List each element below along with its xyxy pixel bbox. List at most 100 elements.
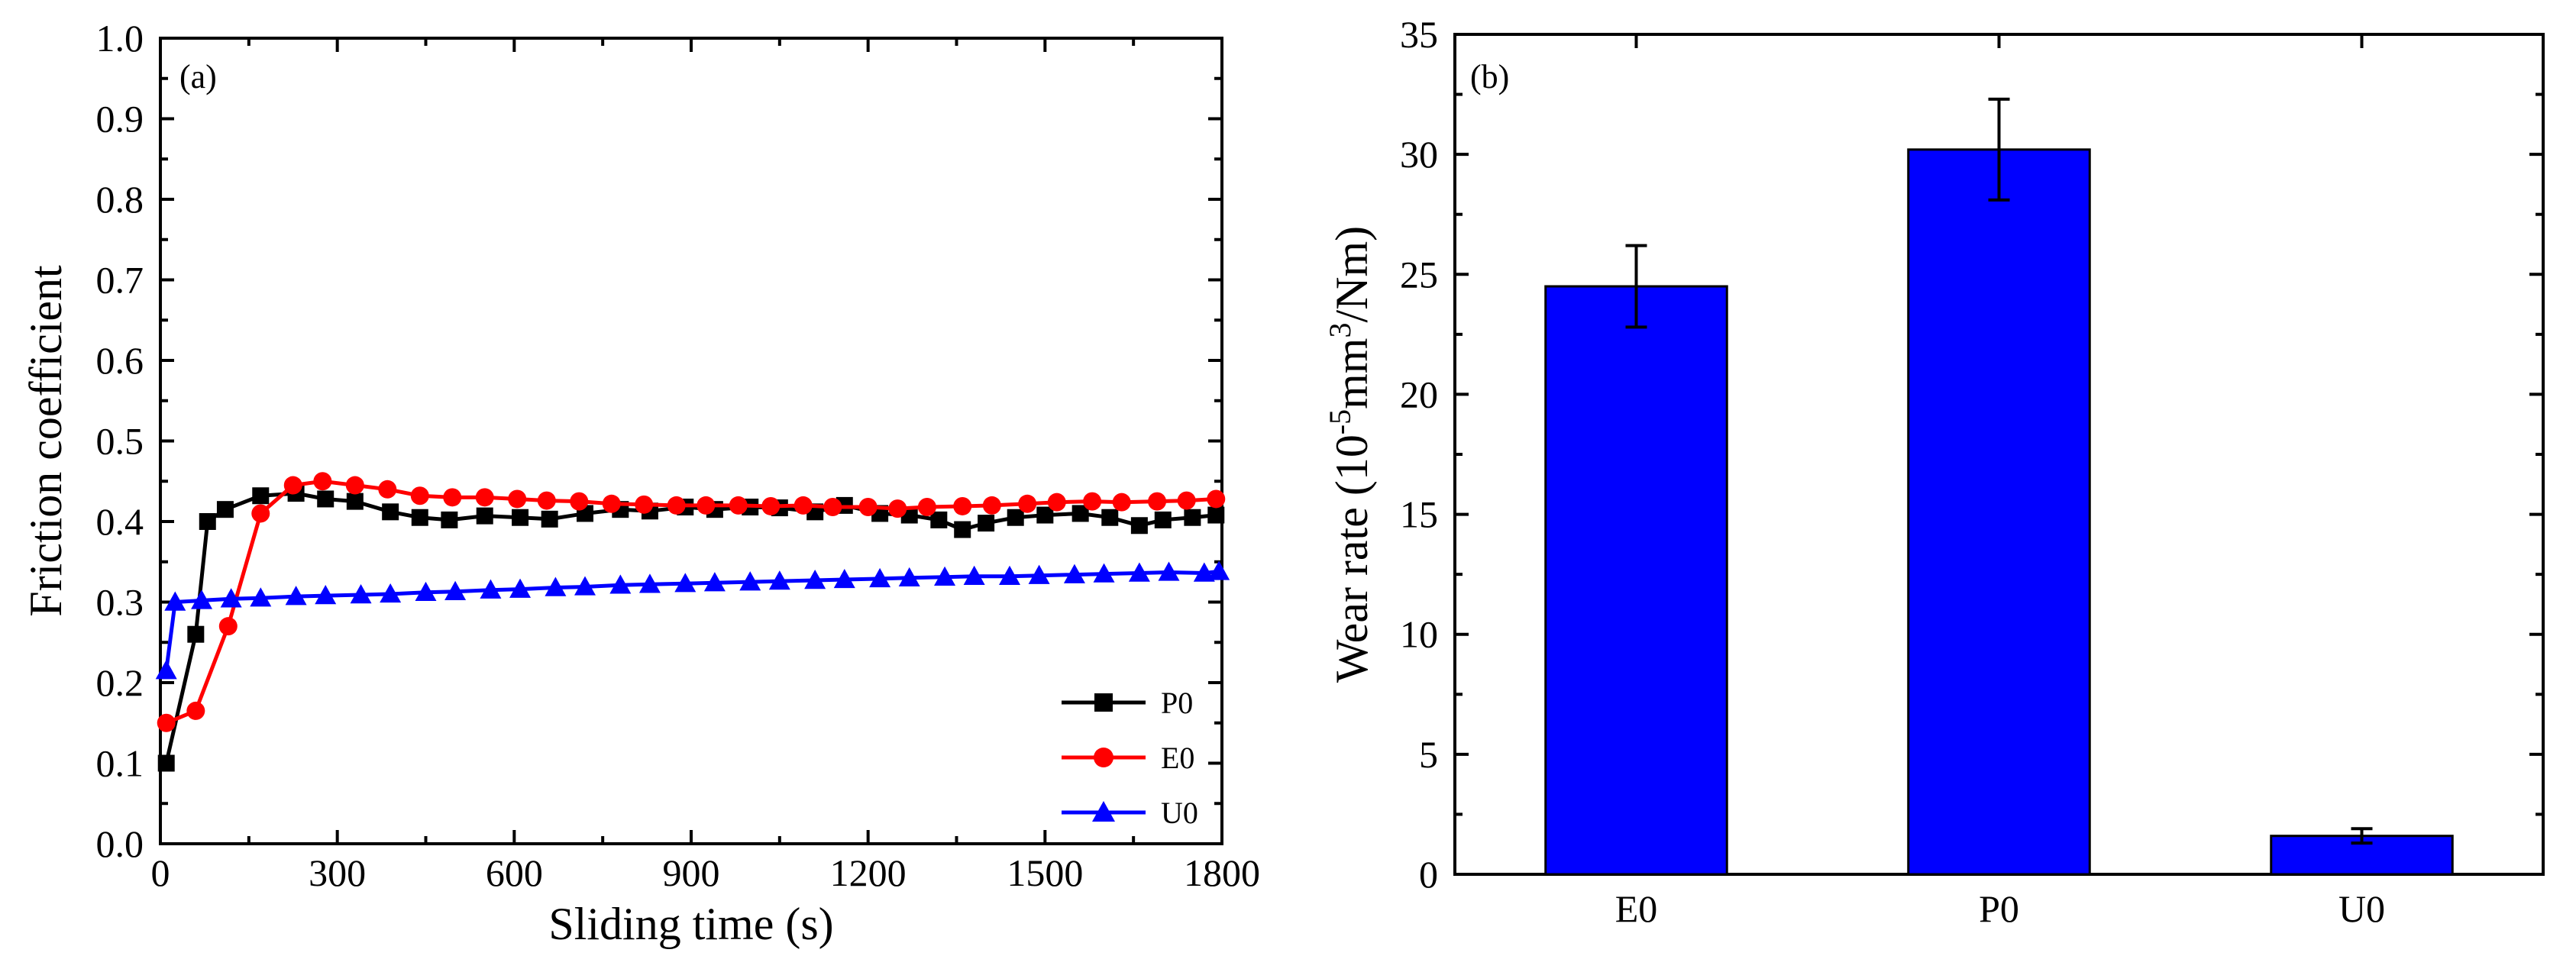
panel-a-x-axis-title: Sliding time (s) — [548, 899, 833, 949]
panel-a-data-point — [823, 498, 842, 517]
panel-b-error-bar — [1988, 97, 2010, 202]
panel-a-data-point — [982, 496, 1001, 515]
panel-a-data-point — [574, 576, 596, 596]
panel-a-series-line — [164, 491, 1217, 764]
panel-b-error-bar — [1625, 244, 1647, 329]
panel-a-data-point — [250, 587, 272, 607]
panel-a-data-point — [934, 566, 956, 586]
panel-b-x-tick-label: E0 — [1615, 887, 1658, 930]
panel-a-friction-chart: (a) Sliding time (s) Friction coefficien… — [21, 17, 1260, 949]
panel-a-data-point — [187, 625, 205, 643]
panel-a-series-e0 — [157, 472, 1226, 732]
panel-a-data-point — [443, 488, 462, 507]
panel-b-y-tick-label: 0 — [1419, 853, 1438, 896]
panel-a-y-tick-label: 0.0 — [96, 822, 144, 865]
panel-a-data-point — [1093, 563, 1115, 583]
panel-a-data-point — [512, 509, 529, 526]
panel-b-label: (b) — [1470, 58, 1509, 95]
panel-a-x-tick-label: 600 — [486, 851, 543, 894]
panel-a-data-point — [917, 498, 936, 517]
panel-a-data-point — [415, 581, 437, 602]
panel-a-y-tick-label: 0.9 — [96, 98, 144, 140]
panel-a-y-axis-title: Friction coefficient — [21, 265, 71, 617]
panel-b-y-axis-title: Wear rate (10-5mm3/Nm) — [1323, 226, 1377, 683]
panel-a-data-point — [186, 701, 205, 720]
panel-a-data-point — [509, 578, 532, 598]
legend-marker — [1094, 693, 1113, 712]
panel-a-data-point — [380, 583, 402, 603]
panel-a-data-point — [898, 567, 920, 587]
panel-a-data-point — [667, 496, 686, 515]
panel-a-data-point — [410, 486, 429, 505]
legend-label: P0 — [1161, 686, 1193, 720]
panel-a-data-point — [480, 579, 502, 599]
panel-b-error-bar — [2351, 827, 2373, 845]
panel-a-data-point — [317, 490, 335, 508]
panel-a-data-point — [963, 565, 985, 585]
panel-a-x-tick-label: 1500 — [1007, 851, 1083, 894]
panel-a-data-point — [1148, 492, 1167, 511]
panel-a-data-point — [1177, 491, 1196, 510]
panel-a-data-point — [315, 585, 337, 605]
panel-b-x-tick-label: P0 — [1979, 887, 2019, 930]
panel-a-data-point — [1128, 562, 1150, 582]
panel-a-y-tick-label: 0.4 — [96, 500, 144, 543]
panel-b-x-tick-label: U0 — [2338, 887, 2385, 930]
panel-a-data-point — [345, 476, 364, 495]
panel-a-data-point — [761, 496, 781, 515]
panel-a-x-tick-label: 1800 — [1184, 851, 1260, 894]
panel-b-bar-e0 — [1544, 285, 1728, 876]
panel-a-y-tick-label: 0.1 — [96, 742, 144, 785]
panel-a-data-point — [475, 488, 494, 507]
panel-a-data-point — [930, 511, 948, 528]
panel-a-data-point — [1071, 505, 1089, 522]
panel-a-data-point — [1154, 511, 1172, 528]
legend-label: U0 — [1161, 796, 1198, 830]
panel-a-data-point — [378, 480, 397, 499]
panel-a-data-point — [729, 496, 748, 515]
panel-a-x-tick-label: 300 — [309, 851, 366, 894]
panel-a-series-line — [165, 479, 1217, 725]
panel-a-data-point — [285, 586, 307, 606]
panel-a-data-point — [1047, 493, 1066, 512]
panel-a-y-tick-label: 0.3 — [96, 581, 144, 624]
panel-b-wear-rate-chart: (b) Wear rate (10-5mm3/Nm) 0 5 10 15 20 25 30 3… — [1323, 13, 2545, 930]
panel-a-data-point — [545, 577, 567, 596]
panel-a-data-point — [1207, 489, 1226, 509]
panel-a-data-point — [833, 568, 855, 589]
panel-a-y-tick-label: 0.8 — [96, 178, 144, 221]
panel-a-data-point — [978, 515, 995, 532]
panel-a-data-point — [739, 571, 761, 591]
panel-a-data-point — [155, 660, 177, 680]
panel-b-y-tick-label: 35 — [1400, 13, 1438, 56]
panel-a-data-point — [858, 498, 878, 517]
legend-marker — [1094, 748, 1113, 767]
panel-a-data-point — [1028, 564, 1050, 584]
panel-a-data-point — [703, 572, 726, 592]
panel-a-data-point — [216, 501, 234, 518]
panel-a-plot-frame — [159, 37, 1223, 845]
panel-b-y-tick-label: 15 — [1400, 493, 1438, 536]
panel-a-data-point — [638, 573, 661, 593]
panel-a-data-point — [999, 565, 1020, 585]
panel-a-data-point — [1036, 506, 1054, 524]
panel-b-y-tick-label: 25 — [1400, 253, 1438, 296]
panel-a-data-point — [346, 493, 364, 510]
panel-a-y-tick-label: 0.2 — [96, 661, 144, 704]
panel-a-data-point — [1130, 517, 1148, 535]
panel-a-data-point — [476, 507, 493, 525]
panel-a-y-tick-label: 0.6 — [96, 339, 144, 382]
panel-a-data-point — [537, 491, 556, 510]
legend-marker — [1092, 801, 1115, 822]
panel-a-data-point — [444, 580, 467, 600]
panel-a-series-u0 — [155, 560, 1230, 680]
panel-a-data-point — [1184, 509, 1201, 526]
panel-a-data-point — [191, 589, 213, 609]
panel-a-data-point — [1083, 492, 1102, 511]
panel-a-data-point — [609, 574, 632, 594]
panel-a-data-point — [1207, 506, 1225, 524]
panel-a-data-point — [953, 496, 972, 515]
panel-b-y-tick-label: 5 — [1419, 733, 1438, 776]
panel-a-data-point — [313, 472, 332, 491]
